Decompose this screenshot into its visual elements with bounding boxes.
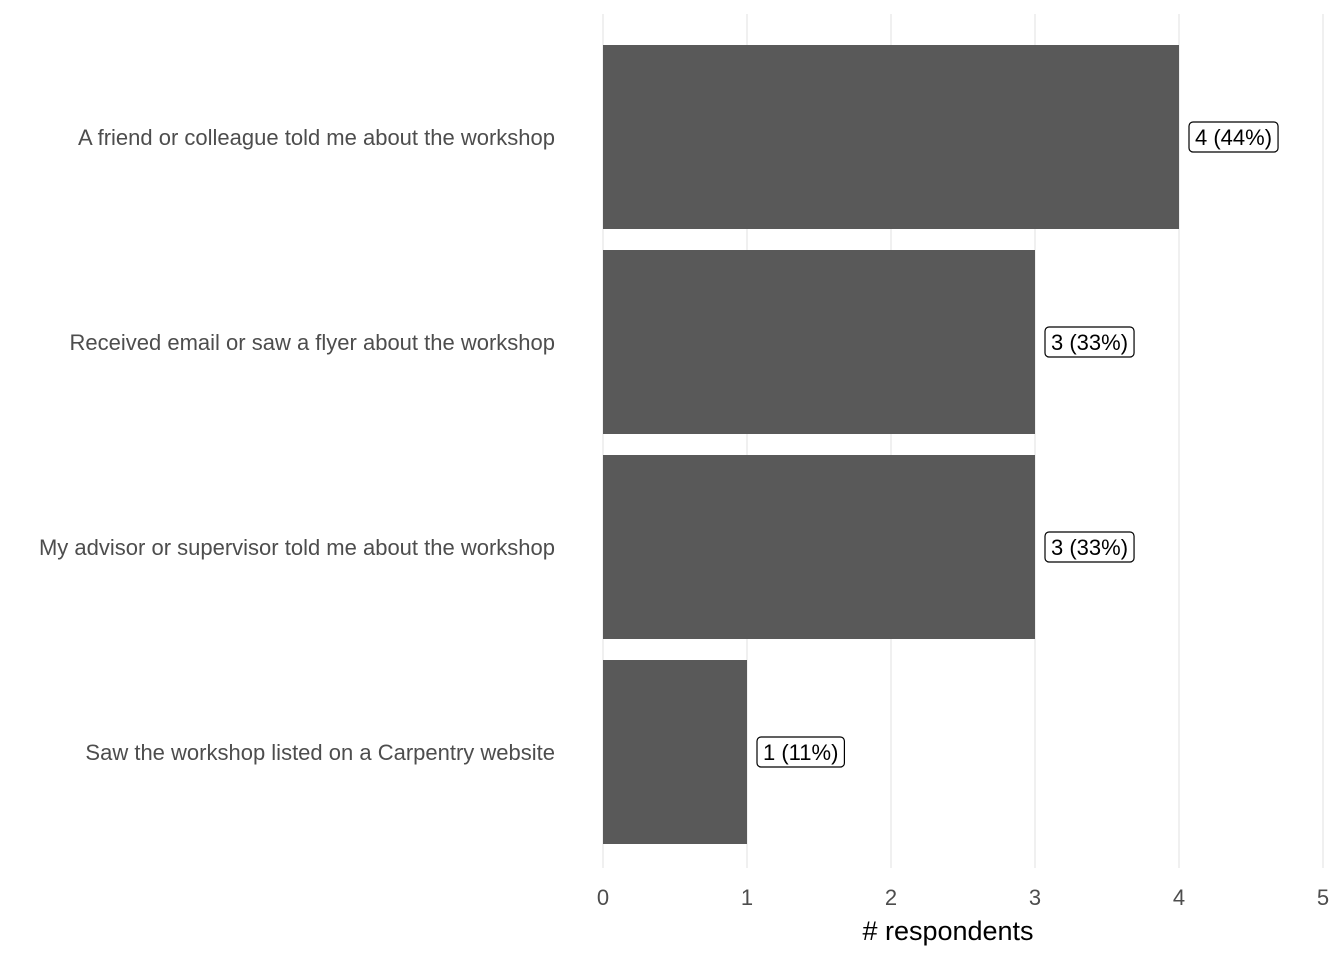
- category-label: Received email or saw a flyer about the …: [70, 330, 555, 355]
- category-label: My advisor or supervisor told me about t…: [39, 535, 555, 560]
- x-tick-label: 1: [741, 885, 753, 910]
- x-tick-labels: 0 1 2 3 4 5: [597, 885, 1329, 910]
- category-label: A friend or colleague told me about the …: [78, 125, 555, 150]
- data-label-box: [1188, 121, 1279, 153]
- category-label: Saw the workshop listed on a Carpentry w…: [85, 740, 555, 765]
- x-tick-label: 0: [597, 885, 609, 910]
- data-label: 3 (33%): [1044, 326, 1135, 358]
- data-label-box: [1044, 531, 1135, 563]
- x-tick-label: 4: [1173, 885, 1185, 910]
- bar: [603, 660, 747, 844]
- bar: [603, 45, 1179, 229]
- data-label-box: [1044, 326, 1135, 358]
- data-label-text: 1 (11%): [763, 740, 838, 765]
- bars: [603, 45, 1179, 844]
- x-tick-label: 2: [885, 885, 897, 910]
- bar: [603, 455, 1035, 639]
- x-axis-title: # respondents: [862, 916, 1033, 946]
- x-tick-label: 5: [1317, 885, 1329, 910]
- data-label-box: [756, 736, 846, 768]
- data-label-text: 4 (44%): [1195, 125, 1272, 150]
- data-label: 3 (33%): [1044, 531, 1135, 563]
- category-labels: A friend or colleague told me about the …: [39, 125, 555, 765]
- data-labels: 4 (44%) 3 (33%) 3 (33%) 1 (11%): [756, 121, 1279, 768]
- x-tick-label: 3: [1029, 885, 1041, 910]
- data-label: 1 (11%): [756, 736, 846, 768]
- bar: [603, 250, 1035, 434]
- data-label: 4 (44%): [1188, 121, 1279, 153]
- data-label-text: 3 (33%): [1051, 330, 1128, 355]
- data-label-text: 3 (33%): [1051, 535, 1128, 560]
